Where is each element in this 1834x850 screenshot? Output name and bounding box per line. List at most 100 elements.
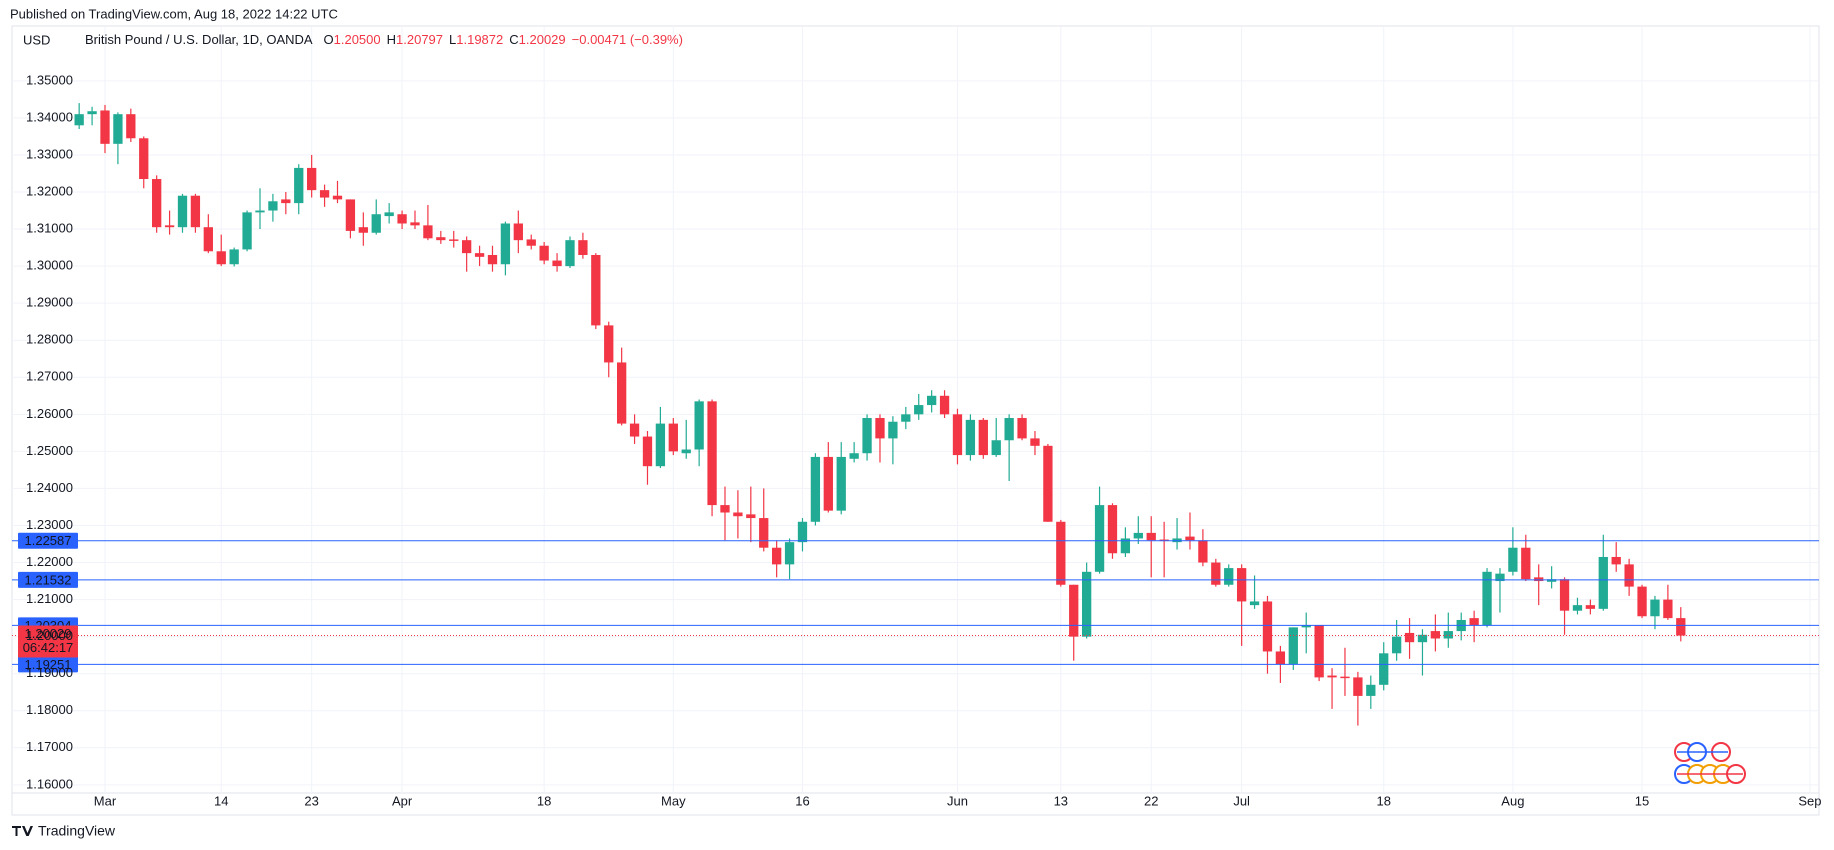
candle-body	[74, 114, 84, 126]
candle-body	[229, 249, 239, 265]
candle-body	[810, 456, 821, 522]
candle-body	[539, 245, 549, 261]
published-note: Published on TradingView.com, Aug 18, 20…	[10, 6, 338, 21]
candle-body	[629, 423, 640, 437]
candle-body	[1094, 505, 1105, 572]
y-tick-label: 1.32000	[26, 183, 73, 198]
candle-body	[332, 195, 343, 200]
candle-body	[268, 201, 278, 211]
candle-body	[1120, 538, 1131, 554]
x-tick-label: 23	[304, 793, 318, 808]
candle-body	[797, 521, 808, 543]
ohlc-letter: L	[449, 32, 456, 47]
candle-body	[203, 227, 213, 252]
candle-body	[1327, 675, 1337, 678]
candle-body	[1314, 625, 1324, 678]
x-tick-label: Apr	[392, 793, 413, 808]
x-tick-label: 14	[214, 793, 228, 808]
candle-body	[1585, 605, 1596, 609]
y-tick-label: 1.29000	[26, 295, 73, 310]
price-line-label: 1.22587	[25, 533, 72, 548]
candle-body	[1546, 579, 1557, 582]
candle-body	[784, 542, 795, 565]
candle-body	[1275, 651, 1286, 665]
candle-body	[1482, 571, 1492, 626]
candle-body	[177, 195, 188, 228]
candle-body	[1391, 636, 1402, 654]
candle-body	[733, 512, 743, 517]
candle-body	[694, 401, 704, 450]
candle-body	[1081, 571, 1092, 637]
ohlc-value: 1.20797	[396, 32, 443, 47]
candle-body	[1224, 568, 1234, 585]
y-tick-label: 1.26000	[26, 406, 73, 421]
candle-body	[1598, 556, 1608, 609]
candle-body	[1676, 618, 1686, 636]
candle-body	[1236, 568, 1247, 602]
candle-body	[1443, 631, 1453, 639]
candle-body	[139, 138, 149, 180]
candle-body	[1534, 577, 1544, 582]
y-tick-label: 1.31000	[26, 220, 73, 235]
candle-body	[720, 505, 730, 513]
x-tick-label: 13	[1054, 793, 1068, 808]
candle-body	[1663, 599, 1673, 619]
brand-name: TradingView	[38, 823, 116, 839]
y-tick-label: 1.19000	[26, 665, 73, 680]
candle-body	[449, 239, 459, 241]
x-tick-label: 22	[1144, 793, 1158, 808]
candle-body	[836, 456, 846, 511]
candle-body	[1469, 618, 1479, 626]
candle-body	[604, 325, 614, 363]
candle-body	[888, 421, 898, 439]
candle-body	[1559, 579, 1570, 611]
candle-body	[410, 222, 420, 226]
candle-body	[1211, 562, 1221, 585]
candle-body	[939, 395, 950, 415]
candle-body	[1572, 605, 1583, 611]
candle-body	[436, 237, 446, 241]
candle-body	[487, 254, 498, 265]
candle-body	[423, 225, 433, 239]
candle-body	[1521, 547, 1531, 580]
ohlc-letter: O	[324, 32, 334, 47]
overlay: 1.225871.215321.203041.192511.2002906:42…	[12, 532, 1819, 673]
chart-frame	[11, 25, 1820, 816]
candle-body	[642, 436, 653, 467]
axes: 1.16000 1.17000 1.18000 1.19000 1.20000 1.210…	[26, 72, 1822, 808]
candle-body	[242, 212, 252, 250]
candle-body	[991, 440, 1001, 456]
candle-body	[1004, 418, 1014, 441]
candle-body	[307, 167, 317, 191]
y-tick-label: 1.20000	[26, 628, 73, 643]
y-tick-label: 1.21000	[26, 591, 73, 606]
candle-body	[216, 251, 226, 265]
candle-body	[823, 456, 833, 511]
y-tick-label: 1.27000	[26, 369, 73, 384]
ohlc-letter: C	[509, 32, 518, 47]
ohlc-value: 1.20500	[334, 32, 381, 47]
brand-footer: TradingView	[12, 823, 116, 839]
candle-body	[1417, 634, 1428, 643]
y-tick-label: 1.24000	[26, 480, 73, 495]
candle-body	[100, 110, 110, 144]
candle-body	[113, 114, 123, 144]
candle-body	[474, 253, 485, 257]
candle-body	[513, 223, 523, 241]
candle-body	[1069, 584, 1079, 637]
y-tick-label: 1.35000	[26, 72, 73, 87]
candle-body	[1301, 625, 1311, 628]
y-tick-label: 1.25000	[26, 443, 73, 458]
x-tick-label: 18	[537, 793, 551, 808]
x-tick-label: Jul	[1233, 793, 1250, 808]
candle-body	[358, 227, 368, 233]
candle-body	[746, 514, 756, 519]
candle-body	[1637, 586, 1647, 617]
candle-body	[668, 423, 678, 452]
grid	[12, 26, 1819, 793]
candle-body	[255, 210, 265, 213]
candle-body	[1353, 677, 1363, 696]
